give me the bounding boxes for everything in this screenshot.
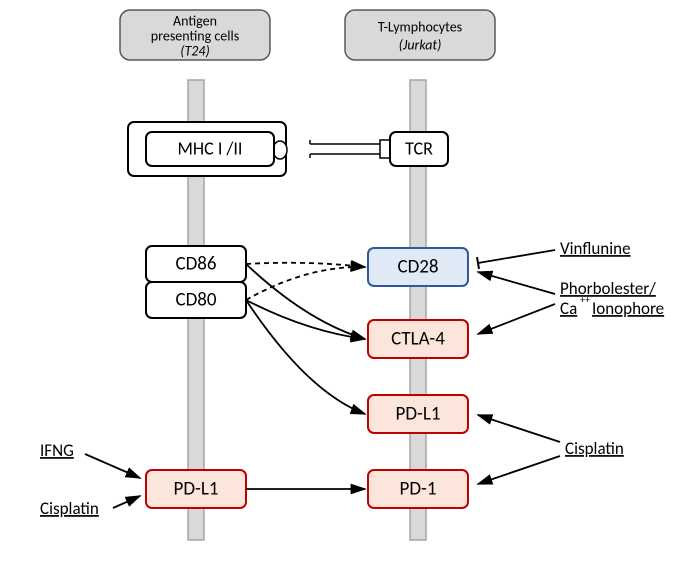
node-mhc: MHC I /II	[146, 132, 274, 166]
header-right: T-Lymphocytes (Jurkat)	[345, 10, 495, 60]
node-pdl1: PD-L1	[146, 470, 246, 508]
ext-arrow-phor-ctla4	[478, 304, 555, 334]
node-cd28: CD28	[368, 248, 468, 286]
node-cd86-label: CD86	[175, 253, 216, 276]
header-right-line2: (Jurkat)	[399, 36, 442, 53]
diagram-canvas: Antigen presenting cells (T24) T-Lymphoc…	[0, 0, 685, 584]
ext-arrow-vin-cd28-bar	[477, 257, 479, 269]
ext-ifng: IFNG	[40, 440, 74, 461]
node-cd80: CD80	[146, 282, 246, 318]
node-mhc-label: MHC I /II	[178, 137, 243, 159]
node-cd80-label: CD80	[175, 289, 216, 312]
node-cd86: CD86	[146, 246, 246, 282]
ext-phorbol-ca: Ca	[560, 298, 577, 319]
arrow-cd80-cd28	[246, 267, 365, 300]
tcr-open-end	[310, 140, 318, 158]
tcr-left-notch	[380, 140, 390, 158]
node-pd1: PD-1	[368, 470, 468, 508]
mhc-peptide	[273, 141, 287, 159]
header-right-line1: T-Lymphocytes	[378, 18, 462, 35]
arrow-cd86-cd28	[246, 263, 365, 267]
ext-arrow-cisR-pd1	[478, 456, 560, 484]
ext-cisplatin-left: Cisplatin	[40, 498, 99, 519]
node-cd28-label: CD28	[397, 256, 438, 279]
ext-arrow-cisR-pdl1r	[478, 415, 560, 442]
node-pdl1r-label: PD-L1	[396, 403, 441, 426]
ext-arrow-cisL-pdl1	[113, 496, 140, 508]
ext-cisplatin-right: Cisplatin	[565, 438, 624, 459]
header-left-line3: (T24)	[180, 42, 210, 59]
node-tcr: TCR	[390, 132, 448, 166]
ext-phorbol-line1: Phorbolester/	[560, 278, 656, 299]
ext-arrow-ifng-pdl1	[85, 454, 140, 478]
node-ctla4: CTLA-4	[368, 320, 468, 358]
node-tcr-label: TCR	[405, 137, 433, 159]
node-pd1-label: PD-1	[400, 478, 437, 501]
ext-phorbol-sup: ++	[580, 293, 590, 306]
ext-arrow-vin-cd28	[478, 250, 555, 263]
ext-vinflunine: Vinflunine	[560, 238, 631, 259]
arrow-cd80-pdl1r	[246, 300, 365, 414]
ext-arrow-phor-cd28	[478, 272, 555, 294]
node-pdl1r: PD-L1	[368, 395, 468, 433]
node-pdl1-label: PD-L1	[174, 478, 219, 501]
node-ctla4-label: CTLA-4	[391, 328, 445, 351]
ext-phorbol-iono: Ionophore	[592, 298, 664, 319]
header-left: Antigen presenting cells (T24)	[120, 10, 270, 60]
